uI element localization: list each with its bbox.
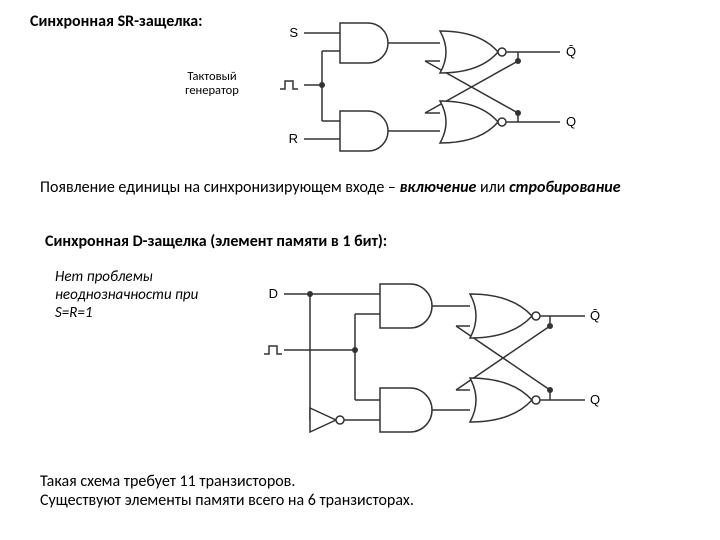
slide: Синхронная SR-защелка: S R xyxy=(0,0,720,540)
svg-text:Q̄: Q̄ xyxy=(566,44,576,59)
svg-text:Q: Q xyxy=(566,114,576,129)
note-l3: S=R=1 xyxy=(55,304,92,322)
para1-a: Появление единицы на синхронизирующем вх… xyxy=(40,178,399,197)
title-d: Синхронная D-защелка (элемент памяти в 1… xyxy=(45,232,425,251)
para1-b: включение xyxy=(399,178,476,197)
para1-c: или xyxy=(476,178,509,197)
svg-text:Q: Q xyxy=(590,392,600,407)
paragraph-sr: Появление единицы на синхронизирующем вх… xyxy=(40,178,660,197)
para2-a: Такая схема требует 11 транзисторов. xyxy=(40,472,295,491)
d-latch-diagram: D xyxy=(260,280,600,445)
para1-d: стробирование xyxy=(509,178,620,197)
title-sr: Синхронная SR-защелка: xyxy=(30,12,230,31)
svg-text:D: D xyxy=(269,286,278,301)
svg-text:S: S xyxy=(289,25,298,40)
note-d: Нет проблемы неоднозначности при S=R=1 xyxy=(55,268,255,322)
note-l1: Нет проблемы xyxy=(55,268,153,286)
svg-text:R: R xyxy=(289,131,298,146)
paragraph-d: Такая схема требует 11 транзисторов. Сущ… xyxy=(40,472,680,510)
clock-label-text: Тактовыйгенератор xyxy=(185,69,239,98)
para2-b: Существуют элементы памяти всего на 6 тр… xyxy=(40,491,414,510)
clock-label: Тактовыйгенератор xyxy=(172,70,252,99)
svg-text:Q̄: Q̄ xyxy=(590,308,600,323)
note-l2: неоднозначности при xyxy=(55,286,198,304)
sr-latch-diagram: S R Q̄ Q xyxy=(260,15,580,155)
